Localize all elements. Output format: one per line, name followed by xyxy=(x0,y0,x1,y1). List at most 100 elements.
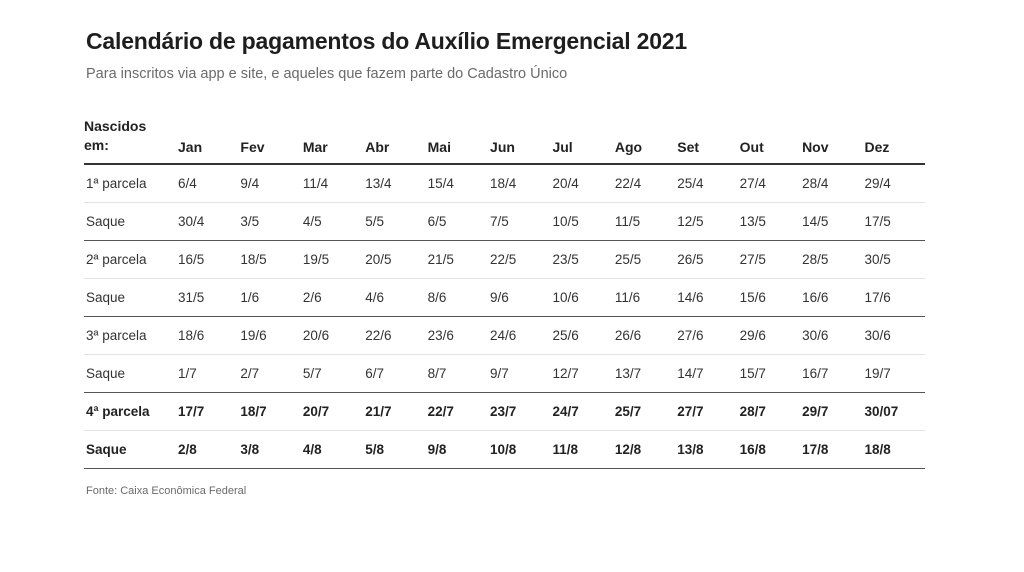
table-cell: 8/6 xyxy=(425,278,489,317)
table-cell: 14/6 xyxy=(675,278,738,317)
table-cell: 22/5 xyxy=(488,240,551,279)
table-cell: 22/4 xyxy=(612,164,676,203)
table-cell: 21/5 xyxy=(425,240,489,279)
table-cell: 15/4 xyxy=(425,164,489,203)
table-cell: 30/07 xyxy=(862,392,925,431)
table-cell: 26/5 xyxy=(675,240,738,279)
table-cell: 1/7 xyxy=(176,354,239,393)
corner-header-line-2: em: xyxy=(84,137,109,153)
table-row: Saque 2/8 3/8 4/8 5/8 9/8 10/8 11/8 12/8 13/8 16/8… xyxy=(84,430,925,469)
table-row: 3ª parcela 18/6 19/6 20/6 22/6 23/6 24/6 25/6 26… xyxy=(84,316,925,355)
table-cell: 29/6 xyxy=(737,316,801,355)
column-header-fev: Fev xyxy=(238,105,301,165)
table-cell: 30/6 xyxy=(862,316,925,355)
table-cell: 12/7 xyxy=(550,354,613,393)
table-cell: 27/5 xyxy=(737,240,801,279)
column-header-out: Out xyxy=(737,105,801,165)
table-cell: 5/5 xyxy=(363,202,426,241)
table-cell: 17/8 xyxy=(800,430,863,469)
column-header-nov: Nov xyxy=(800,105,863,165)
table-cell: 30/6 xyxy=(800,316,863,355)
table-cell: 30/5 xyxy=(862,240,925,279)
row-label: 1ª parcela xyxy=(84,164,176,203)
table-cell: 28/7 xyxy=(737,392,801,431)
column-header-set: Set xyxy=(675,105,738,165)
column-header-ago: Ago xyxy=(612,105,676,165)
table-row: 2ª parcela 16/5 18/5 19/5 20/5 21/5 22/5 23/5 25… xyxy=(84,240,925,279)
table-row: 4ª parcela 17/7 18/7 20/7 21/7 22/7 23/7 24/7 25… xyxy=(84,392,925,431)
table-cell: 11/6 xyxy=(612,278,676,317)
table-cell: 25/6 xyxy=(550,316,613,355)
table-cell: 27/6 xyxy=(675,316,738,355)
table-cell: 25/5 xyxy=(612,240,676,279)
table-cell: 4/5 xyxy=(300,202,364,241)
row-label: Saque xyxy=(84,430,176,469)
column-header-jun: Jun xyxy=(488,105,551,165)
chart-title: Calendário de pagamentos do Auxílio Emer… xyxy=(86,28,687,54)
table-cell: 27/4 xyxy=(737,164,801,203)
table-cell: 12/5 xyxy=(675,202,738,241)
table-cell: 6/4 xyxy=(176,164,239,203)
row-label: Saque xyxy=(84,354,176,393)
table-row: 1ª parcela 6/4 9/4 11/4 13/4 15/4 18/4 20/4 22/4… xyxy=(84,164,925,203)
table-cell: 17/5 xyxy=(862,202,925,241)
table-cell: 16/5 xyxy=(176,240,239,279)
table-cell: 4/6 xyxy=(363,278,426,317)
table-cell: 29/4 xyxy=(862,164,925,203)
row-label: 4ª parcela xyxy=(84,392,176,431)
table-cell: 17/6 xyxy=(862,278,925,317)
table-row: Saque 1/7 2/7 5/7 6/7 8/7 9/7 12/7 13/7 14/7 15/7 1… xyxy=(84,354,925,393)
table-cell: 16/8 xyxy=(737,430,801,469)
table-header-row: Nascidos em: Jan Fev Mar Abr Mai Jun Jul Ago Set… xyxy=(84,105,925,165)
table-row: Saque 30/4 3/5 4/5 5/5 6/5 7/5 10/5 11/5 12/5 13/5… xyxy=(84,202,925,241)
table-cell: 20/4 xyxy=(550,164,613,203)
table-cell: 9/8 xyxy=(425,430,489,469)
table-cell: 24/7 xyxy=(550,392,613,431)
table-cell: 20/6 xyxy=(300,316,364,355)
table-cell: 28/4 xyxy=(800,164,863,203)
table-cell: 19/6 xyxy=(238,316,301,355)
table-cell: 10/8 xyxy=(488,430,551,469)
table-cell: 20/7 xyxy=(300,392,364,431)
table-cell: 16/6 xyxy=(800,278,863,317)
table-cell: 5/7 xyxy=(300,354,364,393)
table-cell: 13/4 xyxy=(363,164,426,203)
table-cell: 19/7 xyxy=(862,354,925,393)
row-label: Saque xyxy=(84,278,176,317)
table-cell: 18/8 xyxy=(862,430,925,469)
table-cell: 4/8 xyxy=(300,430,364,469)
table-cell: 26/6 xyxy=(612,316,676,355)
row-label: 3ª parcela xyxy=(84,316,176,355)
table-row: Saque 31/5 1/6 2/6 4/6 8/6 9/6 10/6 11/6 14/6 15/6… xyxy=(84,278,925,317)
table-cell: 12/8 xyxy=(612,430,676,469)
chart-subtitle: Para inscritos via app e site, e aqueles… xyxy=(86,66,568,82)
table-cell: 18/4 xyxy=(488,164,551,203)
table-cell: 15/6 xyxy=(737,278,801,317)
table-cell: 2/6 xyxy=(300,278,364,317)
table-cell: 27/7 xyxy=(675,392,738,431)
column-header-mar: Mar xyxy=(300,105,364,165)
table-cell: 5/8 xyxy=(363,430,426,469)
table-cell: 19/5 xyxy=(300,240,364,279)
table-cell: 3/5 xyxy=(238,202,301,241)
table-cell: 8/7 xyxy=(425,354,489,393)
corner-header: Nascidos em: xyxy=(84,105,176,165)
column-header-jan: Jan xyxy=(176,105,239,165)
source-note: Fonte: Caixa Econômica Federal xyxy=(86,485,247,497)
table-cell: 9/6 xyxy=(488,278,551,317)
table-cell: 23/7 xyxy=(488,392,551,431)
table-cell: 7/5 xyxy=(488,202,551,241)
table-cell: 2/8 xyxy=(176,430,239,469)
table-cell: 20/5 xyxy=(363,240,426,279)
table-cell: 30/4 xyxy=(176,202,239,241)
corner-header-line-1: Nascidos xyxy=(84,118,147,134)
table-cell: 14/7 xyxy=(675,354,738,393)
table-cell: 17/7 xyxy=(176,392,239,431)
table-cell: 22/7 xyxy=(425,392,489,431)
table-cell: 9/4 xyxy=(238,164,301,203)
table-cell: 3/8 xyxy=(238,430,301,469)
table-cell: 18/6 xyxy=(176,316,239,355)
table-cell: 6/7 xyxy=(363,354,426,393)
table-cell: 28/5 xyxy=(800,240,863,279)
table-cell: 31/5 xyxy=(176,278,239,317)
